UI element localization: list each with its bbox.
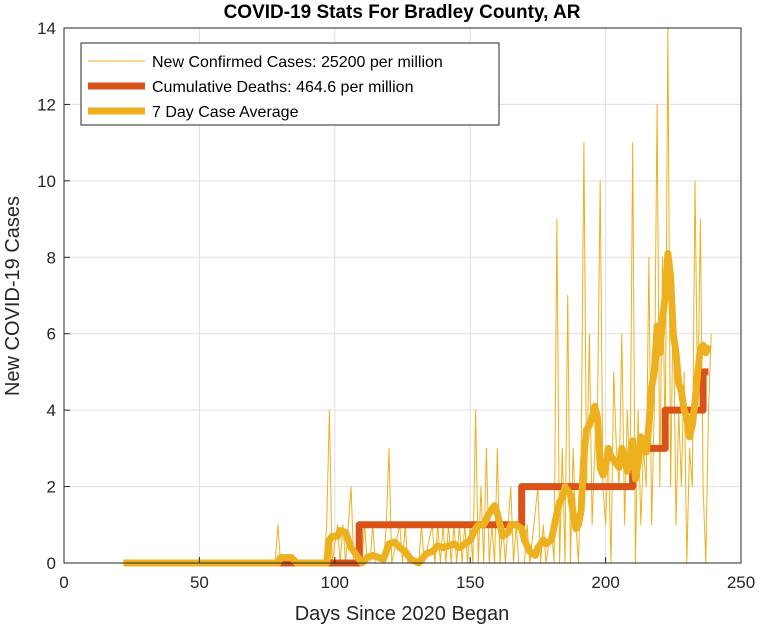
y-tick-label: 0 (47, 554, 56, 573)
x-axis-label: Days Since 2020 Began (295, 603, 510, 625)
x-tick-label: 0 (59, 573, 68, 592)
y-axis-label: New COVID-19 Cases (2, 196, 24, 396)
x-tick-label: 200 (591, 573, 619, 592)
legend-label-7-day-average: 7 Day Case Average (152, 104, 299, 121)
y-tick-label: 6 (47, 325, 56, 344)
y-tick-label: 14 (37, 19, 56, 38)
y-tick-label: 10 (37, 172, 56, 191)
legend-label-deaths: Cumulative Deaths: 464.6 per million (152, 79, 413, 96)
plot-frame (63, 27, 742, 564)
x-tick-label: 50 (190, 573, 209, 592)
legend-label-new-cases: New Confirmed Cases: 25200 per million (152, 54, 443, 71)
chart-title: COVID-19 Stats For Bradley County, AR (224, 2, 581, 23)
legend-box (80, 42, 500, 126)
x-tick-label: 150 (456, 573, 484, 592)
x-tick-label: 250 (727, 573, 755, 592)
y-tick-label: 8 (47, 248, 56, 267)
axis-ticks: 0 50 100 150 200 250 0 2 4 6 8 10 12 14 (37, 19, 755, 592)
seven-day-average-line (123, 250, 712, 567)
x-tick-label: 100 (321, 573, 349, 592)
y-tick-label: 4 (47, 401, 56, 420)
y-tick-label: 2 (47, 478, 56, 497)
legend: New Confirmed Cases: 25200 per million C… (80, 42, 500, 126)
y-tick-label: 12 (37, 95, 56, 114)
series-layer (123, 27, 712, 567)
